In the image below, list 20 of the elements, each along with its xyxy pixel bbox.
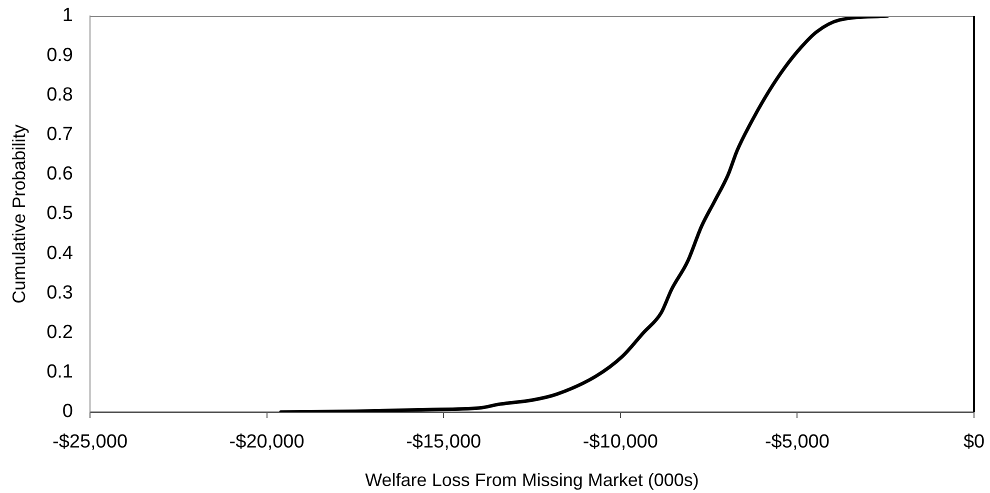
x-tick-label: -$20,000	[229, 432, 304, 453]
y-tick-label: 0.8	[46, 84, 73, 106]
y-tick-label: 0.6	[46, 164, 73, 185]
x-tick-label: $0	[963, 432, 985, 453]
x-tick-label: -$10,000	[582, 432, 658, 453]
x-tick-label: -$15,000	[406, 432, 482, 453]
y-tick-label: 0	[62, 401, 73, 422]
y-tick-label: 0.9	[46, 44, 73, 66]
y-tick-label: 1	[62, 5, 73, 26]
y-tick-label: 0.1	[46, 362, 73, 383]
line-series	[279, 16, 890, 412]
y-tick-label: 0.3	[46, 282, 73, 304]
y-axis-title: Cumulative Probability	[8, 124, 29, 304]
x-tick-label: -$25,000	[52, 432, 128, 453]
x-axis-title: Welfare Loss From Missing Market (000s)	[365, 470, 699, 490]
x-tick-label: -$5,000	[764, 432, 830, 453]
y-tick-label: 0.7	[46, 124, 73, 146]
y-tick-label: 0.5	[46, 203, 73, 224]
y-tick-label: 0.4	[46, 242, 74, 264]
y-tick-label: 0.2	[46, 322, 73, 344]
